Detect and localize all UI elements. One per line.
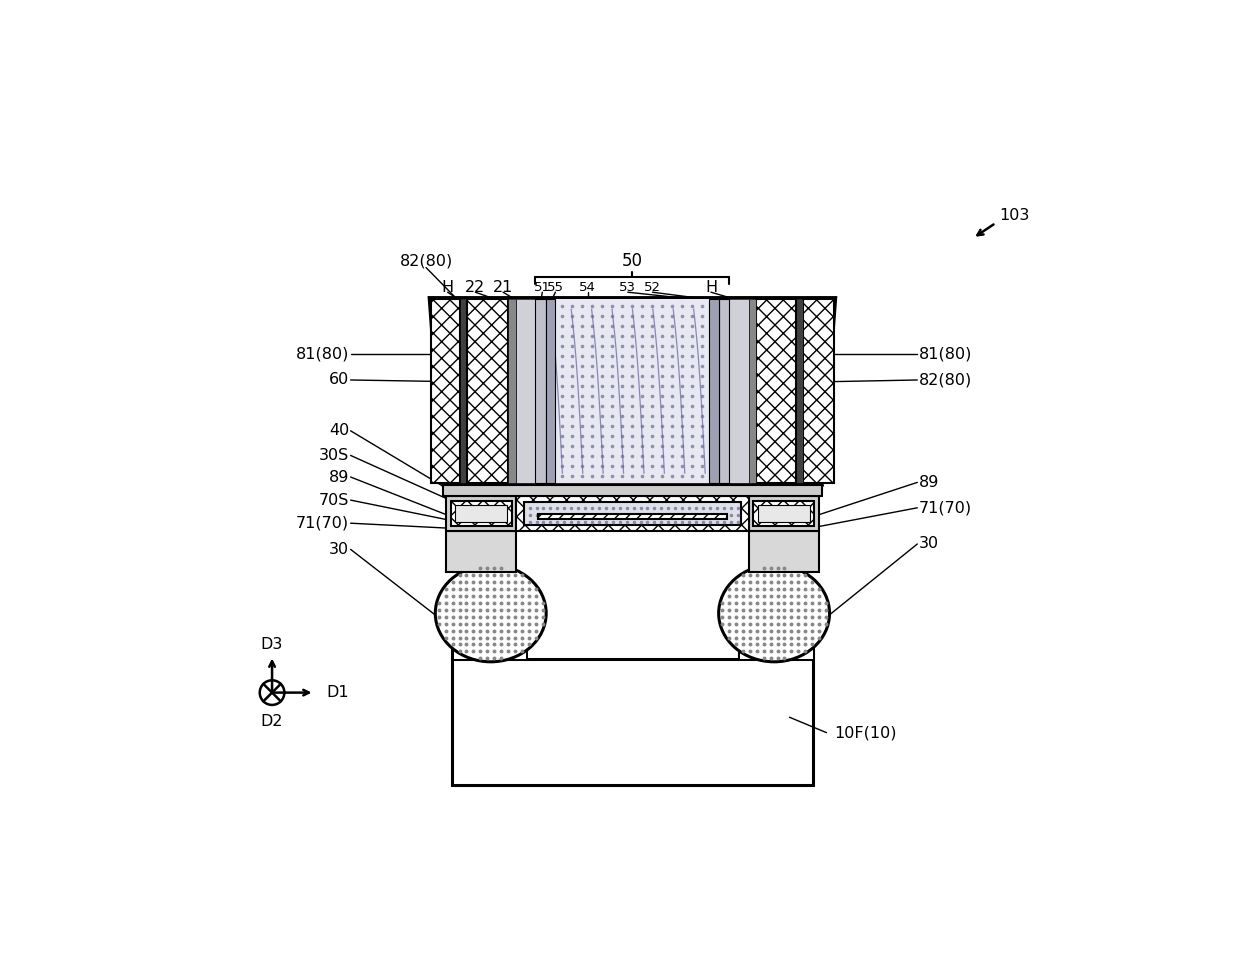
Text: 103: 103 bbox=[999, 208, 1029, 223]
Text: 60: 60 bbox=[329, 372, 350, 388]
Bar bbox=[754, 501, 815, 526]
Bar bbox=[516, 497, 749, 531]
Bar bbox=[756, 299, 796, 483]
Text: 70S: 70S bbox=[319, 493, 350, 507]
Text: 81(80): 81(80) bbox=[919, 346, 972, 362]
Text: 71(70): 71(70) bbox=[296, 516, 350, 531]
Bar bbox=[454, 609, 526, 659]
Text: 55: 55 bbox=[547, 281, 564, 295]
Bar bbox=[508, 299, 516, 483]
Bar bbox=[443, 485, 822, 497]
Text: 21: 21 bbox=[492, 280, 513, 295]
Text: 30: 30 bbox=[919, 537, 939, 551]
Text: D1: D1 bbox=[326, 685, 348, 700]
Bar bbox=[446, 531, 516, 573]
Text: 81(80): 81(80) bbox=[295, 346, 350, 362]
Bar bbox=[796, 299, 804, 483]
Text: 89: 89 bbox=[919, 475, 939, 490]
Bar bbox=[453, 659, 812, 785]
Bar bbox=[709, 299, 719, 483]
Bar bbox=[455, 505, 507, 522]
Text: 10F(10): 10F(10) bbox=[835, 725, 897, 740]
Text: H: H bbox=[704, 280, 717, 295]
Ellipse shape bbox=[719, 565, 830, 662]
Text: 30S: 30S bbox=[319, 448, 350, 463]
Bar bbox=[450, 501, 512, 526]
Text: 52: 52 bbox=[644, 281, 661, 295]
Text: 50: 50 bbox=[622, 253, 642, 270]
Bar bbox=[516, 299, 536, 483]
Bar bbox=[546, 299, 556, 483]
Ellipse shape bbox=[435, 565, 546, 662]
Bar bbox=[538, 514, 727, 519]
Text: 51: 51 bbox=[534, 281, 551, 295]
Bar bbox=[749, 497, 818, 531]
Text: 82(80): 82(80) bbox=[919, 372, 972, 388]
Text: 22: 22 bbox=[465, 280, 486, 295]
Text: D3: D3 bbox=[260, 638, 283, 652]
Text: 30: 30 bbox=[329, 541, 350, 557]
Text: H: H bbox=[441, 280, 454, 295]
Text: 40: 40 bbox=[329, 423, 350, 438]
Bar bbox=[719, 299, 729, 483]
Bar bbox=[740, 609, 812, 659]
Text: 89: 89 bbox=[329, 469, 350, 484]
Text: 71(70): 71(70) bbox=[919, 501, 972, 515]
Text: 82(80): 82(80) bbox=[399, 254, 453, 269]
Polygon shape bbox=[429, 297, 836, 485]
Text: 54: 54 bbox=[579, 281, 596, 295]
Bar bbox=[467, 299, 508, 483]
Bar bbox=[536, 299, 546, 483]
Bar bbox=[523, 503, 742, 525]
Bar bbox=[749, 299, 756, 483]
Bar bbox=[804, 299, 835, 483]
Bar bbox=[758, 505, 810, 522]
Bar bbox=[460, 299, 467, 483]
Bar bbox=[446, 497, 516, 531]
Bar bbox=[430, 299, 460, 483]
Bar bbox=[729, 299, 749, 483]
Bar bbox=[749, 531, 818, 573]
Text: 53: 53 bbox=[619, 281, 636, 295]
Text: D2: D2 bbox=[260, 714, 283, 729]
Bar bbox=[536, 299, 729, 483]
